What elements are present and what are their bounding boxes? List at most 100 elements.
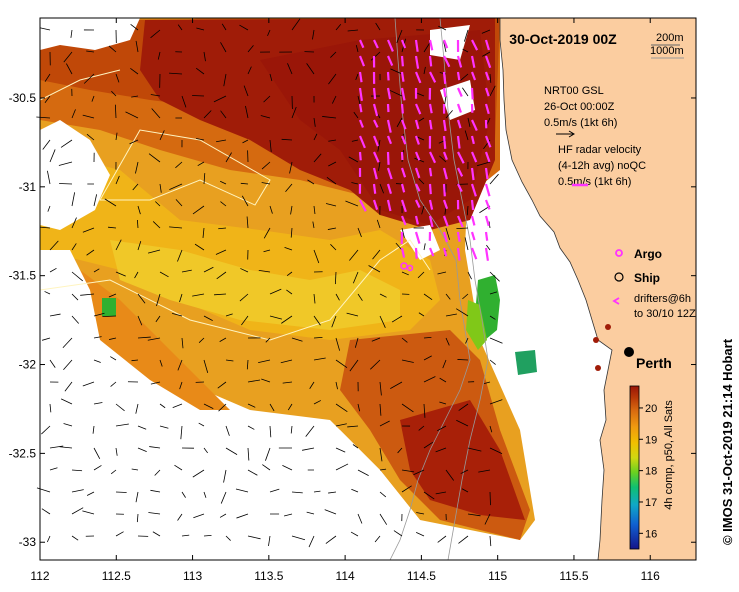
- hf-vector: [456, 247, 461, 261]
- hf-vector: [484, 247, 490, 261]
- hf-vector: [428, 167, 433, 177]
- colorbar-tick-label: 18: [645, 466, 657, 478]
- current-vector: [71, 315, 80, 324]
- current-vector: [137, 315, 143, 326]
- hf-vector: [457, 183, 463, 193]
- current-vector: [437, 535, 447, 543]
- current-vector: [225, 425, 230, 436]
- x-tick-label: 115: [488, 569, 507, 583]
- hf-vector: [414, 231, 421, 244]
- hf-vector: [358, 103, 363, 113]
- current-vector: [131, 95, 139, 98]
- current-vector: [285, 183, 293, 193]
- current-vector: [181, 269, 192, 273]
- current-vector: [328, 73, 337, 85]
- current-vector: [282, 381, 293, 384]
- current-vector: [82, 227, 95, 233]
- colorbar-tick-label: 17: [645, 497, 657, 509]
- current-vector: [489, 491, 491, 506]
- current-vector: [421, 205, 425, 215]
- current-vector: [456, 227, 469, 230]
- current-vector: [239, 24, 249, 31]
- hf-vector: [428, 215, 434, 228]
- current-vector: [328, 139, 337, 142]
- hf-vector: [470, 55, 476, 68]
- current-vector: [396, 117, 403, 128]
- current-vector: [330, 51, 337, 58]
- current-vector: [203, 315, 213, 322]
- current-vector: [307, 179, 315, 185]
- hf-vector: [470, 119, 478, 131]
- current-vector: [423, 403, 426, 418]
- current-vector: [247, 535, 261, 540]
- current-vector: [396, 29, 403, 44]
- hf-vector: [456, 231, 461, 242]
- current-vector: [258, 359, 271, 363]
- hf-vector: [386, 135, 393, 145]
- current-vector: [93, 268, 100, 273]
- current-vector: [368, 265, 381, 273]
- hf-vector: [358, 39, 365, 49]
- current-vector: [437, 425, 447, 432]
- hf-legend: HF radar velocity (4-12h avg) noQC 0.5m/…: [558, 144, 646, 188]
- hf-vector: [414, 215, 419, 225]
- current-vector: [242, 139, 249, 144]
- current-vector: [467, 271, 472, 280]
- current-vector: [137, 447, 147, 452]
- current-vector: [241, 315, 249, 326]
- current-vector: [401, 485, 412, 493]
- current-vector: [261, 182, 271, 185]
- marine-park-boundaries: [40, 69, 431, 341]
- current-vector: [239, 293, 249, 302]
- current-vector: [93, 447, 101, 460]
- hf-vector: [471, 39, 479, 51]
- colorbar-ticks: 16 17 18 19 20: [639, 403, 657, 540]
- hf-vector: [456, 215, 464, 228]
- hf-vector: [372, 103, 379, 117]
- current-vector: [203, 110, 212, 119]
- current-vector: [379, 491, 387, 498]
- current-vector: [418, 312, 425, 317]
- current-vector: [413, 469, 425, 476]
- current-vector: [418, 425, 425, 431]
- current-vector: [247, 45, 254, 53]
- current-vector: [458, 535, 469, 544]
- hf-vector: [386, 119, 392, 133]
- current-vectors: [36, 18, 503, 548]
- current-vector: [135, 40, 139, 53]
- current-vector: [268, 535, 271, 547]
- current-vector: [379, 381, 382, 396]
- hf-vector: [442, 135, 447, 149]
- current-vector: [148, 512, 161, 515]
- current-vector: [305, 425, 315, 437]
- current-vector: [335, 23, 342, 31]
- hf-vector: [470, 167, 475, 181]
- current-vector: [247, 403, 256, 408]
- current-vector: [280, 359, 293, 364]
- current-vector: [147, 337, 161, 341]
- current-vector: [435, 447, 447, 453]
- current-vector: [102, 315, 117, 318]
- current-vector: [439, 155, 447, 163]
- current-vector: [82, 381, 95, 387]
- current-vector: [150, 489, 161, 493]
- current-vector: [115, 447, 118, 456]
- hf-vector: [386, 71, 390, 81]
- current-vector: [107, 226, 117, 229]
- current-vector: [63, 423, 73, 427]
- hf-vector: [386, 55, 394, 66]
- current-vector: [313, 357, 326, 361]
- x-tick-label: 113.5: [254, 569, 283, 583]
- current-vector: [306, 511, 315, 515]
- current-vector: [357, 227, 362, 238]
- current-vector: [445, 293, 451, 300]
- current-vector: [156, 293, 161, 307]
- current-vector: [291, 106, 297, 119]
- current-vector: [115, 73, 120, 83]
- current-vector: [198, 422, 205, 427]
- current-vector: [284, 246, 293, 251]
- current-vector: [171, 312, 183, 317]
- current-vector: [267, 29, 271, 37]
- current-vector: [41, 425, 51, 435]
- hf-vector: [414, 39, 419, 52]
